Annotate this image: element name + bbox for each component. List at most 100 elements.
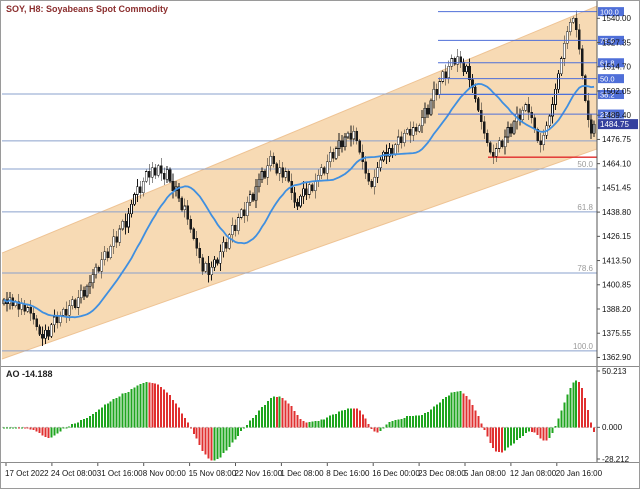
fib-recent-label: 38.2 (600, 90, 615, 99)
ao-histogram (3, 380, 596, 461)
candle-body (397, 136, 400, 146)
price-axis-label: 1413.50 (602, 256, 631, 265)
ao-bar (311, 421, 314, 428)
fib-recent-chip[interactable] (598, 109, 624, 119)
candle-body (337, 140, 341, 149)
candle-body (444, 71, 448, 78)
candle-body (124, 220, 127, 228)
candle-body (530, 111, 534, 119)
candle-body (263, 171, 267, 178)
candle-body (145, 171, 148, 182)
candle-body (388, 148, 391, 157)
ao-bar (80, 420, 83, 428)
ao-bar (65, 427, 68, 429)
candle-body (400, 136, 403, 144)
ao-bar (275, 396, 278, 428)
candle-body (159, 165, 163, 174)
ao-bar (287, 403, 290, 428)
candle-body (352, 130, 356, 140)
fib-recent-chip[interactable] (598, 35, 624, 45)
candle-body (254, 186, 258, 201)
candle-body (376, 167, 379, 178)
ao-bar (50, 427, 53, 438)
candle-body (319, 167, 323, 176)
fib-recent-chip[interactable] (598, 74, 624, 84)
ao-bar (177, 407, 180, 428)
ao-bar (169, 395, 172, 428)
ao-bar (44, 427, 47, 437)
ao-bar (376, 427, 379, 433)
candle-body (305, 188, 308, 195)
ao-bar (23, 427, 26, 429)
price-axis-label: 1489.40 (602, 111, 631, 120)
ao-bar (409, 415, 412, 428)
ao-bar (71, 424, 74, 428)
candle-body (219, 251, 222, 264)
candle-body (414, 127, 418, 132)
time-axis-label: 20 Jan 16:00 (556, 469, 603, 478)
candle-body (248, 194, 252, 203)
ao-bar (397, 419, 400, 428)
candle-body (592, 123, 596, 134)
candle-body (281, 167, 285, 178)
ao-bar (97, 409, 100, 428)
ao-bar (222, 427, 225, 454)
price-axis-label: 1540.00 (602, 14, 631, 23)
candle-body (76, 297, 80, 308)
ao-bar (382, 427, 385, 429)
ao-bar (370, 427, 373, 429)
fib-recent-chip[interactable] (598, 90, 624, 100)
ao-bar (249, 420, 252, 428)
fib-recent-chip[interactable] (598, 7, 624, 17)
candle-body (103, 251, 107, 260)
candle-body (485, 132, 489, 144)
ao-bar (560, 410, 563, 428)
candle-body (391, 148, 394, 155)
candle-body (186, 205, 190, 220)
candle-body (435, 88, 439, 96)
ao-bar (421, 414, 424, 428)
ao-bar (94, 411, 97, 428)
ao-bar (510, 427, 513, 446)
ao-axis-label: 0.000 (602, 423, 623, 432)
ao-bar (252, 417, 255, 428)
candle-body (569, 21, 572, 33)
fib-recent-chip[interactable] (598, 58, 624, 68)
price-axis-label: 1400.85 (602, 281, 631, 290)
time-axis-area[interactable]: 17 Oct 2022 24 Oct 08:00 31 Oct 16:00 8 Nov… (5, 463, 603, 478)
price-axis-label: 1451.45 (602, 184, 631, 193)
candle-body (171, 180, 175, 191)
fib-major-label: 78.6 (577, 264, 593, 273)
price-axis-label: 1438.80 (602, 208, 631, 217)
candle-body (548, 115, 551, 126)
time-axis-label: 12 Jan 08:00 (510, 469, 557, 478)
ao-bar (587, 410, 590, 428)
ao-bar (29, 427, 32, 430)
ao-bar (548, 427, 551, 438)
candle-body (284, 171, 287, 178)
candle-body (189, 219, 193, 230)
ao-bar (115, 397, 118, 428)
candle-body (228, 234, 231, 249)
candle-body (127, 213, 130, 228)
candle-body (560, 58, 563, 75)
ao-bar (11, 427, 14, 429)
ao-bar (349, 408, 352, 428)
channel-bottom-line[interactable] (1, 148, 598, 360)
candle-body (459, 56, 462, 63)
current-price-label: 1484.75 (600, 120, 629, 129)
ao-bar (385, 424, 388, 428)
candle-body (130, 203, 133, 214)
equidistant-channel[interactable] (2, 6, 597, 359)
candle-body (70, 299, 74, 306)
candle-body (245, 201, 249, 216)
candle-body (447, 65, 451, 78)
ao-bar (424, 412, 427, 428)
candle-body (88, 282, 92, 287)
candle-body (156, 165, 160, 176)
ao-bar (234, 427, 237, 440)
ao-bar (109, 401, 112, 428)
ao-bar (379, 427, 382, 431)
